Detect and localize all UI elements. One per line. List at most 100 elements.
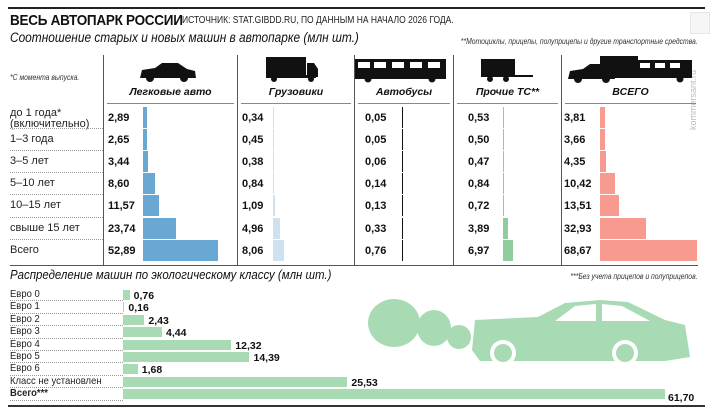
header-underline: [107, 103, 234, 104]
eco-row-label: Евро 0: [10, 288, 40, 300]
value-label: 8,06: [242, 244, 264, 257]
eco-row-divider: [10, 387, 123, 389]
eco-bar: [123, 327, 163, 338]
value-label: 0,33: [365, 222, 387, 235]
eco-value-label: 1,68: [141, 364, 163, 377]
value-label: 10,42: [564, 178, 592, 191]
eco-row-divider: [10, 362, 123, 364]
smoke-cloud-medium: [417, 310, 451, 346]
value-label: 0,84: [242, 178, 264, 191]
value-label: 3,44: [108, 156, 130, 169]
column-header-2: Автобусы: [375, 86, 433, 98]
value-label: 4,96: [242, 222, 264, 235]
eco-bar: [123, 376, 348, 387]
eco-row-divider: [10, 325, 123, 327]
bar-all-vehicles: [600, 239, 697, 261]
row-label: 10–15 лет: [10, 199, 61, 212]
row-divider: [10, 128, 103, 130]
bar-truck: [273, 129, 274, 151]
footnote-other: **Мотоциклы, прицепы, полуприцепы и друг…: [461, 37, 698, 46]
eco-bar: [123, 364, 138, 375]
bar-trailer: [503, 107, 504, 129]
value-label: 0,84: [468, 178, 490, 191]
column-header-4: ВСЕГО: [612, 86, 649, 98]
bar-truck: [273, 173, 275, 195]
bar-car: [143, 173, 156, 195]
bar-bus: [402, 217, 403, 239]
value-label: 0,47: [468, 156, 490, 169]
bar-bus: [402, 107, 403, 129]
bar-truck: [273, 107, 274, 129]
eco-row-divider: [10, 374, 123, 376]
column-divider: [561, 55, 562, 265]
bar-car: [143, 129, 147, 151]
value-label: 23,74: [108, 222, 136, 235]
value-label: 0,34: [242, 112, 264, 124]
eco-row-label: Евро 3: [10, 325, 40, 338]
source-note: ИСТОЧНИК: STAT.GIBDD.RU, ПО ДАННЫМ НА НА…: [182, 15, 454, 26]
header-underline: [241, 103, 351, 104]
value-label: 68,67: [564, 244, 592, 257]
value-label: 0,45: [242, 134, 264, 147]
value-label: 2,89: [108, 112, 130, 124]
row-label: 3–5 лет: [10, 155, 49, 168]
bottom-rule: [8, 405, 705, 407]
column-header-0: Легковые авто: [129, 86, 212, 98]
eco-row-divider: [10, 337, 123, 339]
age-chart-bottom-line: [10, 265, 698, 266]
value-label: 1,09: [242, 200, 264, 213]
value-label: 0,13: [365, 200, 387, 213]
eco-bar: [123, 290, 130, 300]
logo-icon: [690, 12, 710, 34]
chart-title: Соотношение старых и новых машин в автоп…: [10, 30, 359, 45]
trailer-icon: [481, 59, 533, 82]
value-label: 6,97: [468, 244, 490, 257]
value-label: 13,51: [564, 200, 592, 213]
eco-value-label: 14,39: [253, 352, 280, 364]
row-label: до 1 года* (включительно): [10, 107, 90, 130]
bar-bus: [402, 151, 403, 173]
eco-value-label: 0,76: [133, 290, 155, 302]
eco-row-divider: [10, 300, 123, 302]
value-label: 0,72: [468, 200, 490, 213]
value-label: 3,66: [564, 134, 586, 147]
bar-truck: [273, 151, 274, 173]
bar-bus: [402, 195, 403, 217]
row-label: 1–3 года: [10, 133, 54, 146]
value-label: 0,05: [365, 112, 387, 124]
value-label: 11,57: [108, 200, 135, 213]
car-exhaust-illustration: [368, 299, 690, 366]
column-header-1: Грузовики: [268, 86, 324, 98]
value-label: 52,89: [108, 244, 136, 257]
bar-car: [143, 151, 148, 173]
eco-bar: [123, 314, 145, 325]
all-vehicles-icon: [568, 56, 692, 83]
bar-all-vehicles: [600, 129, 606, 151]
row-label: свыше 15 лет: [10, 221, 80, 234]
bar-trailer: [503, 239, 513, 261]
bar-trailer: [503, 151, 504, 173]
bar-all-vehicles: [600, 195, 620, 217]
eco-value-label: 25,53: [351, 376, 378, 389]
eco-row-label: Евро 2: [10, 312, 40, 325]
eco-row-label: Евро 5: [10, 350, 40, 362]
column-header-3: Прочие ТС**: [475, 86, 540, 98]
bar-truck: [273, 195, 275, 217]
value-label: 0,06: [365, 156, 387, 169]
column-divider: [354, 55, 355, 265]
bar-car: [143, 239, 218, 261]
bar-all-vehicles: [600, 217, 647, 239]
header-underline: [565, 103, 696, 104]
smoke-cloud-large: [368, 299, 420, 347]
value-label: 3,81: [564, 112, 586, 124]
bar-trailer: [503, 195, 504, 217]
top-rule: [8, 7, 705, 9]
value-label: 4,35: [564, 156, 586, 169]
value-label: 0,76: [365, 244, 387, 257]
eco-row-label: Евро 1: [10, 300, 40, 313]
header-underline: [358, 103, 450, 104]
row-divider: [10, 194, 103, 196]
row-divider: [10, 216, 103, 218]
bar-car: [143, 107, 148, 129]
page-title: ВЕСЬ АВТОПАРК РОССИИ: [10, 12, 183, 29]
